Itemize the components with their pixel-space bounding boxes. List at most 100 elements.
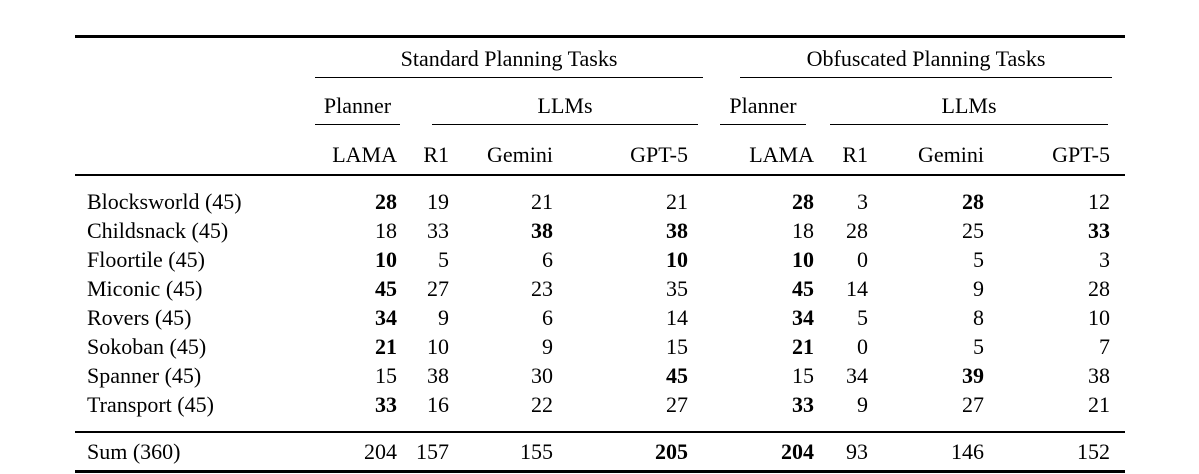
value-cell: 21 (1088, 391, 1111, 417)
value-cell: 3 (1099, 246, 1111, 272)
value-cell: 15 (375, 362, 397, 388)
value-cell: 21 (375, 333, 397, 359)
subgroup-obfuscated-planner: Planner (703, 78, 829, 125)
value-cell: 10 (375, 246, 397, 272)
value-cell: 204 (315, 431, 412, 472)
value-cell: 10 (792, 246, 815, 272)
value-cell: 25 (962, 217, 985, 243)
value-cell: 33 (375, 391, 397, 417)
table-row: Floortile (45) 10 5 6 10 10 0 5 3 (75, 245, 1125, 274)
value-cell: 45 (666, 362, 689, 388)
value-cell: 157 (412, 431, 464, 472)
corner-spacer (75, 37, 315, 79)
value-cell: 10 (427, 333, 449, 359)
group-header-obfuscated-label: Obfuscated Planning Tasks (740, 46, 1113, 78)
subgroup-header-row: Planner LLMs Planner LLMs (75, 78, 1125, 125)
row-label: Sum (360) (75, 431, 315, 472)
table-row: Blocksworld (45) 28 19 21 21 28 3 28 12 (75, 175, 1125, 216)
value-cell: 35 (666, 275, 689, 301)
value-cell: 9 (973, 275, 985, 301)
column-header-row: LAMA R1 Gemini GPT-5 LAMA R1 Gemini GPT-… (75, 125, 1126, 176)
column-header-r1-standard: R1 (412, 125, 464, 176)
value-cell: 27 (666, 391, 689, 417)
value-cell: 3 (857, 188, 869, 214)
row-label: Floortile (45) (87, 246, 205, 272)
table-footer: Sum (360) 204 157 155 205 204 93 146 152 (75, 431, 1126, 472)
value-cell: 8 (973, 304, 985, 330)
table-row: Sokoban (45) 21 10 9 15 21 0 5 7 (75, 332, 1125, 361)
value-cell: 14 (846, 275, 869, 301)
value-cell: 45 (375, 275, 397, 301)
corner-spacer (75, 78, 315, 125)
value-cell: 28 (846, 217, 869, 243)
column-header-lama-standard: LAMA (315, 125, 412, 176)
row-label: Rovers (45) (87, 304, 192, 330)
value-cell: 146 (883, 431, 1000, 472)
value-cell: 15 (666, 333, 689, 359)
value-cell: 5 (438, 246, 449, 272)
column-header-gpt5-standard: GPT-5 (568, 125, 704, 176)
row-label: Sokoban (45) (87, 333, 207, 359)
group-header-obfuscated: Obfuscated Planning Tasks (703, 37, 1125, 78)
value-cell: 152 (999, 431, 1126, 472)
row-label: Miconic (45) (87, 275, 203, 301)
subgroup-standard-llms: LLMs (412, 78, 703, 125)
value-cell: 28 (1088, 275, 1111, 301)
value-cell: 5 (973, 333, 985, 359)
value-cell: 28 (962, 188, 985, 214)
planning-results-table: Standard Planning Tasks Obfuscated Plann… (75, 35, 1126, 473)
table-row: Rovers (45) 34 9 6 14 34 5 8 10 (75, 303, 1125, 332)
group-header-standard-label: Standard Planning Tasks (315, 46, 704, 78)
value-cell: 21 (792, 333, 815, 359)
group-header-standard: Standard Planning Tasks (315, 37, 704, 78)
column-header-gemini-obfuscated: Gemini (883, 125, 1000, 176)
subgroup-standard-planner: Planner (315, 78, 412, 125)
subgroup-obfuscated-llms-label: LLMs (830, 93, 1109, 125)
value-cell: 5 (973, 246, 985, 272)
value-cell: 28 (792, 188, 815, 214)
table-header: Standard Planning Tasks Obfuscated Plann… (75, 37, 1126, 176)
value-cell: 34 (375, 304, 397, 330)
value-cell: 204 (703, 431, 830, 472)
value-cell: 205 (568, 431, 704, 472)
value-cell: 38 (666, 217, 689, 243)
row-label: Spanner (45) (87, 362, 202, 388)
row-label: Blocksworld (45) (87, 188, 242, 214)
column-header-gpt5-obfuscated: GPT-5 (999, 125, 1126, 176)
value-cell: 38 (1088, 362, 1111, 388)
value-cell: 39 (962, 362, 985, 388)
value-cell: 93 (829, 431, 884, 472)
value-cell: 10 (666, 246, 689, 272)
value-cell: 12 (1088, 188, 1111, 214)
table-row: Miconic (45) 45 27 23 35 45 14 9 28 (75, 274, 1125, 303)
value-cell: 21 (666, 188, 689, 214)
table-body: Blocksworld (45) 28 19 21 21 28 3 28 12 Childsnac… (75, 175, 1125, 432)
value-cell: 16 (427, 391, 449, 417)
value-cell: 30 (531, 362, 553, 388)
value-cell: 45 (792, 275, 815, 301)
column-header-lama-obfuscated: LAMA (703, 125, 830, 176)
value-cell: 18 (792, 217, 815, 243)
group-header-row: Standard Planning Tasks Obfuscated Plann… (75, 37, 1125, 79)
value-cell: 33 (427, 217, 449, 243)
value-cell: 14 (666, 304, 689, 330)
value-cell: 0 (857, 246, 869, 272)
value-cell: 155 (464, 431, 568, 472)
value-cell: 9 (438, 304, 449, 330)
value-cell: 6 (542, 304, 553, 330)
value-cell: 6 (542, 246, 553, 272)
value-cell: 19 (427, 188, 449, 214)
subgroup-obfuscated-llms: LLMs (829, 78, 1125, 125)
value-cell: 33 (1088, 217, 1111, 243)
value-cell: 27 (962, 391, 985, 417)
value-cell: 10 (1088, 304, 1111, 330)
value-cell: 5 (857, 304, 869, 330)
corner-spacer (75, 125, 315, 176)
value-cell: 21 (531, 188, 553, 214)
value-cell: 0 (857, 333, 869, 359)
value-cell: 18 (375, 217, 397, 243)
value-cell: 34 (792, 304, 815, 330)
value-cell: 22 (531, 391, 553, 417)
row-label: Transport (45) (87, 391, 214, 417)
